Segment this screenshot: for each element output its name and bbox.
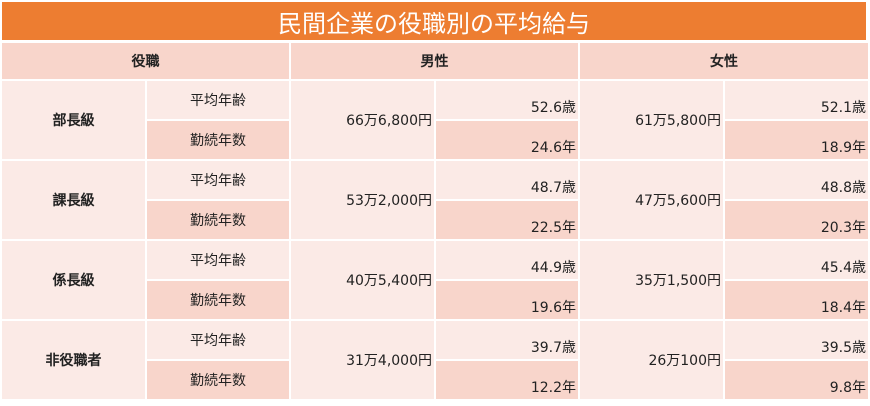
label-age: 平均年齢 (147, 241, 289, 279)
male-age: 44.9歳 (436, 241, 578, 279)
male-salary: 40万5,400円 (291, 241, 434, 319)
female-tenure: 20.3年 (725, 201, 868, 239)
male-tenure: 19.6年 (436, 281, 578, 319)
label-age: 平均年齢 (147, 321, 289, 359)
label-tenure: 勤続年数 (147, 201, 289, 239)
header-female: 女性 (580, 43, 868, 79)
male-age: 39.7歳 (436, 321, 578, 359)
header-rank: 役職 (2, 43, 289, 79)
female-tenure: 18.9年 (725, 121, 868, 159)
label-tenure: 勤続年数 (147, 361, 289, 399)
female-age: 45.4歳 (725, 241, 868, 279)
rank-label: 課長級 (2, 161, 145, 239)
female-salary: 61万5,800円 (580, 81, 723, 159)
label-tenure: 勤続年数 (147, 121, 289, 159)
male-tenure: 12.2年 (436, 361, 578, 399)
rank-label: 非役職者 (2, 321, 145, 399)
rank-label: 係長級 (2, 241, 145, 319)
female-age: 39.5歳 (725, 321, 868, 359)
male-salary: 53万2,000円 (291, 161, 434, 239)
female-salary: 47万5,600円 (580, 161, 723, 239)
male-tenure: 22.5年 (436, 201, 578, 239)
label-tenure: 勤続年数 (147, 281, 289, 319)
female-tenure: 9.8年 (725, 361, 868, 399)
female-salary: 35万1,500円 (580, 241, 723, 319)
table-title: 民間企業の役職別の平均給与 (2, 2, 866, 40)
female-age: 48.8歳 (725, 161, 868, 199)
label-age: 平均年齢 (147, 81, 289, 119)
female-salary: 26万100円 (580, 321, 723, 399)
male-salary: 66万6,800円 (291, 81, 434, 159)
male-age: 48.7歳 (436, 161, 578, 199)
female-age: 52.1歳 (725, 81, 868, 119)
header-male: 男性 (291, 43, 578, 79)
rank-label: 部長級 (2, 81, 145, 159)
label-age: 平均年齢 (147, 161, 289, 199)
male-salary: 31万4,000円 (291, 321, 434, 399)
male-age: 52.6歳 (436, 81, 578, 119)
male-tenure: 24.6年 (436, 121, 578, 159)
female-tenure: 18.4年 (725, 281, 868, 319)
salary-table: 役職 男性 女性 部長級 平均年齢 勤続年数 66万6,800円 52.6歳 24.6年 6… (2, 43, 868, 399)
